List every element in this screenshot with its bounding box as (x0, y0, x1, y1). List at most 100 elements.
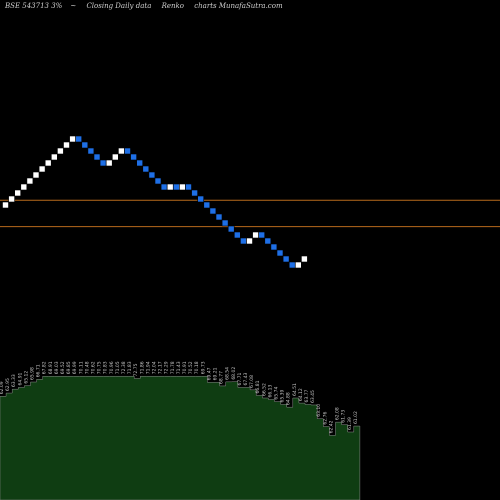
volume-label: 66.52 (261, 383, 267, 396)
up-brick (63, 141, 70, 149)
volume-label: 63.77 (304, 389, 310, 402)
volume-label: 72.29 (164, 361, 170, 374)
volume-label: 66.13 (267, 385, 273, 398)
up-brick (57, 147, 64, 155)
volume-label: 69.03 (54, 361, 60, 374)
down-brick (99, 159, 107, 167)
up-brick (20, 183, 28, 191)
volume-label: 69.99 (72, 361, 78, 374)
down-brick (234, 231, 241, 239)
up-brick (179, 183, 186, 191)
down-brick (124, 147, 131, 155)
volume-label: 71.43 (176, 361, 182, 374)
down-brick (227, 225, 235, 233)
volume-label: 71.86 (139, 361, 145, 374)
volume-label: 64.12 (298, 388, 304, 401)
volume-label: 65.12 (23, 371, 29, 384)
volume-label: 69.73 (200, 361, 206, 374)
down-brick (148, 171, 156, 179)
down-brick (185, 183, 192, 191)
volume-label: 63.33 (11, 374, 17, 387)
up-brick (2, 201, 9, 209)
volume-label: 71.78 (170, 361, 176, 374)
volume-label: 64.88 (286, 392, 292, 405)
volume-label: 66.71 (36, 364, 42, 377)
volume-label: 70.62 (91, 361, 97, 374)
volume-label: 67.43 (243, 372, 249, 385)
volume-label: 65.39 (280, 389, 286, 402)
down-brick (197, 195, 204, 203)
down-brick (87, 147, 95, 155)
volume-label: 61.39 (347, 417, 353, 430)
volume-label: 70.75 (97, 361, 103, 374)
volume-area-path (0, 375, 361, 500)
up-brick (118, 147, 125, 155)
up-brick (38, 165, 46, 173)
volume-label: 72.04 (152, 361, 158, 374)
volume-label: 62.95 (5, 378, 11, 391)
description-label: Closing Daily data (86, 2, 152, 10)
volume-label: 70.48 (84, 361, 90, 374)
up-brick (246, 237, 253, 245)
down-brick (81, 141, 89, 149)
volume-label: 66.81 (255, 380, 261, 393)
down-brick (93, 153, 101, 161)
up-brick (252, 231, 259, 239)
reference-lines (0, 199, 500, 228)
volume-area (0, 375, 361, 500)
volume-label: 62.08 (335, 407, 341, 420)
up-brick (8, 195, 15, 203)
volume-label: 68.02 (231, 367, 237, 380)
down-brick (130, 153, 137, 161)
volume-label: 68.91 (48, 361, 54, 374)
volume-label: 64.51 (292, 383, 298, 396)
volume-label: 61.02 (353, 411, 359, 424)
up-brick (112, 153, 119, 161)
chart-header: BSE 543713 3% ~ Closing Daily data Renko … (5, 2, 291, 12)
volume-label: 69.52 (60, 361, 66, 374)
volume-label: 72.75 (133, 363, 139, 376)
down-brick (142, 165, 150, 173)
volume-label: 62.76 (322, 412, 328, 425)
volume-label: 62.09 (0, 381, 5, 394)
volume-label: 69.21 (213, 367, 219, 380)
down-brick (215, 213, 223, 221)
volume-label: 68.54 (225, 367, 231, 380)
volume-label: 65.74 (274, 387, 280, 400)
down-brick (264, 237, 272, 245)
up-brick (32, 171, 40, 179)
volume-label: 69.47 (206, 367, 212, 380)
volume-label: 71.83 (127, 361, 133, 374)
volume-label: 67.82 (42, 361, 48, 374)
up-brick (50, 153, 58, 161)
down-brick (270, 243, 278, 251)
volume-label: 72.17 (158, 361, 164, 374)
up-brick (294, 261, 302, 269)
chart-name-label: Renko (161, 2, 185, 10)
up-brick (105, 159, 113, 167)
up-brick (26, 177, 34, 185)
volume-label: 70.96 (109, 361, 115, 374)
up-brick (44, 159, 52, 167)
volume-label: 67.71 (237, 372, 243, 385)
down-brick (191, 189, 198, 197)
site-label: charts MunafaSutra.com (194, 2, 283, 10)
volume-label: 65.98 (30, 367, 36, 380)
volume-label: 71.05 (115, 361, 121, 374)
down-brick (136, 159, 143, 167)
down-brick (173, 183, 180, 191)
down-brick (160, 183, 168, 191)
down-brick (221, 219, 229, 227)
volume-label: 70.52 (188, 361, 194, 374)
down-brick (75, 135, 82, 143)
up-brick (69, 135, 76, 143)
down-brick (209, 207, 217, 215)
down-brick (288, 261, 296, 269)
symbol-label: BSE 543713 3% (5, 2, 63, 10)
down-brick (276, 249, 284, 257)
header-bullet: ~ (70, 2, 77, 10)
up-brick (14, 189, 21, 197)
volume-labels: 62.09 62.95 63.33 64.91 65.12 65.98 66.71 67.82… (0, 361, 359, 433)
down-brick (258, 231, 266, 239)
